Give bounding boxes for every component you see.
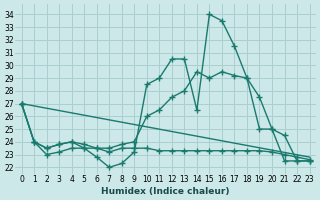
X-axis label: Humidex (Indice chaleur): Humidex (Indice chaleur) [101,187,230,196]
